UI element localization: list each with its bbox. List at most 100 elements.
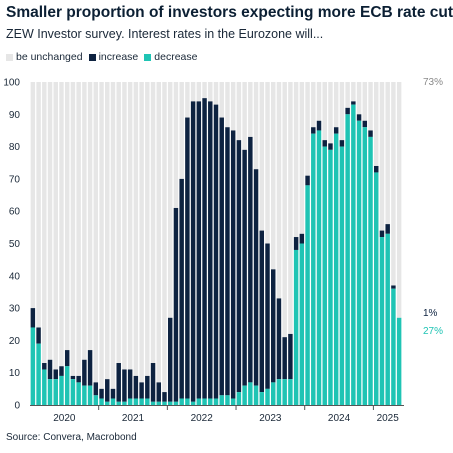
- bar-increase: [167, 317, 173, 402]
- chart-title: Smaller proportion of investors expectin…: [6, 4, 453, 21]
- bar-decrease: [299, 243, 305, 405]
- bar-decrease: [328, 149, 333, 405]
- bar-increase: [162, 392, 167, 402]
- bar-decrease: [391, 288, 396, 405]
- bar-unchanged: [87, 82, 93, 351]
- bar-unchanged: [196, 82, 202, 102]
- bar-increase: [213, 104, 219, 399]
- bar-unchanged: [179, 82, 184, 179]
- bar-decrease: [133, 398, 139, 405]
- bar-decrease: [351, 104, 356, 406]
- legend-item-decrease: decrease: [144, 51, 197, 63]
- bar-decrease: [47, 379, 53, 405]
- y-tick-label: 90: [9, 110, 21, 121]
- bar-increase: [356, 114, 362, 121]
- bar-decrease: [127, 398, 133, 405]
- bar-unchanged: [368, 82, 373, 131]
- bar-decrease: [162, 401, 167, 405]
- legend-swatch-decrease: [144, 53, 152, 61]
- bar-increase: [93, 382, 99, 396]
- bar-unchanged: [219, 82, 224, 118]
- bar-decrease: [105, 401, 110, 405]
- bar-increase: [47, 359, 53, 380]
- bar-decrease: [379, 237, 385, 405]
- bar-increase: [276, 298, 282, 380]
- bar-increase: [105, 379, 110, 402]
- bar-decrease: [396, 317, 402, 405]
- bar-unchanged: [396, 82, 402, 318]
- bar-unchanged: [99, 82, 104, 389]
- bar-increase: [219, 117, 224, 396]
- bar-unchanged: [116, 82, 121, 364]
- bar-unchanged: [351, 82, 356, 102]
- bar-increase: [230, 130, 236, 399]
- chart-subtitle: ZEW Investor survey. Interest rates in t…: [6, 27, 324, 41]
- bar-unchanged: [208, 82, 213, 102]
- bar-increase: [173, 207, 179, 402]
- bar-decrease: [305, 185, 310, 405]
- bar-increase: [36, 327, 41, 344]
- y-tick-label: 70: [9, 174, 21, 185]
- bar-unchanged: [133, 82, 139, 376]
- legend-label-increase: increase: [98, 51, 139, 63]
- bar-decrease: [213, 398, 219, 405]
- bar-unchanged: [322, 82, 327, 141]
- bar-unchanged: [167, 82, 173, 318]
- bar-unchanged: [105, 82, 110, 380]
- bar-increase: [374, 165, 379, 173]
- bar-decrease: [248, 382, 253, 405]
- bar-increase: [379, 230, 385, 238]
- bar-unchanged: [59, 82, 64, 367]
- bar-unchanged: [299, 82, 305, 234]
- bar-unchanged: [328, 82, 333, 144]
- bar-unchanged: [122, 82, 127, 370]
- bar-increase: [185, 117, 190, 399]
- bar-increase: [64, 350, 70, 367]
- bar-unchanged: [173, 82, 179, 208]
- bar-increase: [30, 308, 36, 328]
- bar-unchanged: [162, 82, 167, 393]
- bar-increase: [110, 388, 116, 399]
- bar-decrease: [219, 395, 224, 405]
- bar-decrease: [185, 398, 190, 405]
- legend-item-unchanged: be unchanged: [6, 51, 83, 63]
- bar-decrease: [236, 392, 242, 405]
- bar-unchanged: [288, 82, 293, 334]
- legend-swatch-increase: [88, 53, 96, 61]
- bar-decrease: [333, 133, 339, 405]
- bar-increase: [293, 237, 299, 250]
- bar-decrease: [139, 398, 144, 405]
- bar-unchanged: [36, 82, 41, 328]
- bar-increase: [345, 107, 350, 115]
- bar-increase: [385, 224, 390, 234]
- bar-increase: [133, 375, 139, 399]
- bar-decrease: [173, 401, 179, 405]
- bar-increase: [236, 140, 242, 393]
- bar-increase: [127, 369, 133, 399]
- bar-decrease: [311, 133, 316, 405]
- bar-unchanged: [282, 82, 287, 338]
- bar-decrease: [145, 398, 150, 405]
- annotation-decrease: 27%: [423, 326, 443, 337]
- bar-increase: [368, 130, 373, 137]
- x-tick-label: 2020: [53, 413, 76, 424]
- bar-increase: [59, 366, 64, 376]
- bar-decrease: [53, 379, 58, 405]
- bar-decrease: [276, 379, 282, 405]
- bar-increase: [316, 120, 322, 131]
- bar-decrease: [282, 379, 287, 405]
- source-note: Source: Convera, Macrobond: [6, 432, 137, 443]
- bar-decrease: [76, 382, 81, 405]
- bar-unchanged: [110, 82, 116, 389]
- bar-decrease: [179, 398, 184, 405]
- bar-increase: [282, 337, 287, 380]
- bar-increase: [202, 98, 207, 399]
- bar-increase: [305, 175, 310, 186]
- bar-decrease: [202, 398, 207, 405]
- bar-increase: [265, 243, 270, 389]
- bar-decrease: [196, 398, 202, 405]
- bar-unchanged: [82, 82, 87, 360]
- bar-unchanged: [345, 82, 350, 108]
- bar-decrease: [253, 385, 259, 405]
- bar-increase: [190, 101, 196, 402]
